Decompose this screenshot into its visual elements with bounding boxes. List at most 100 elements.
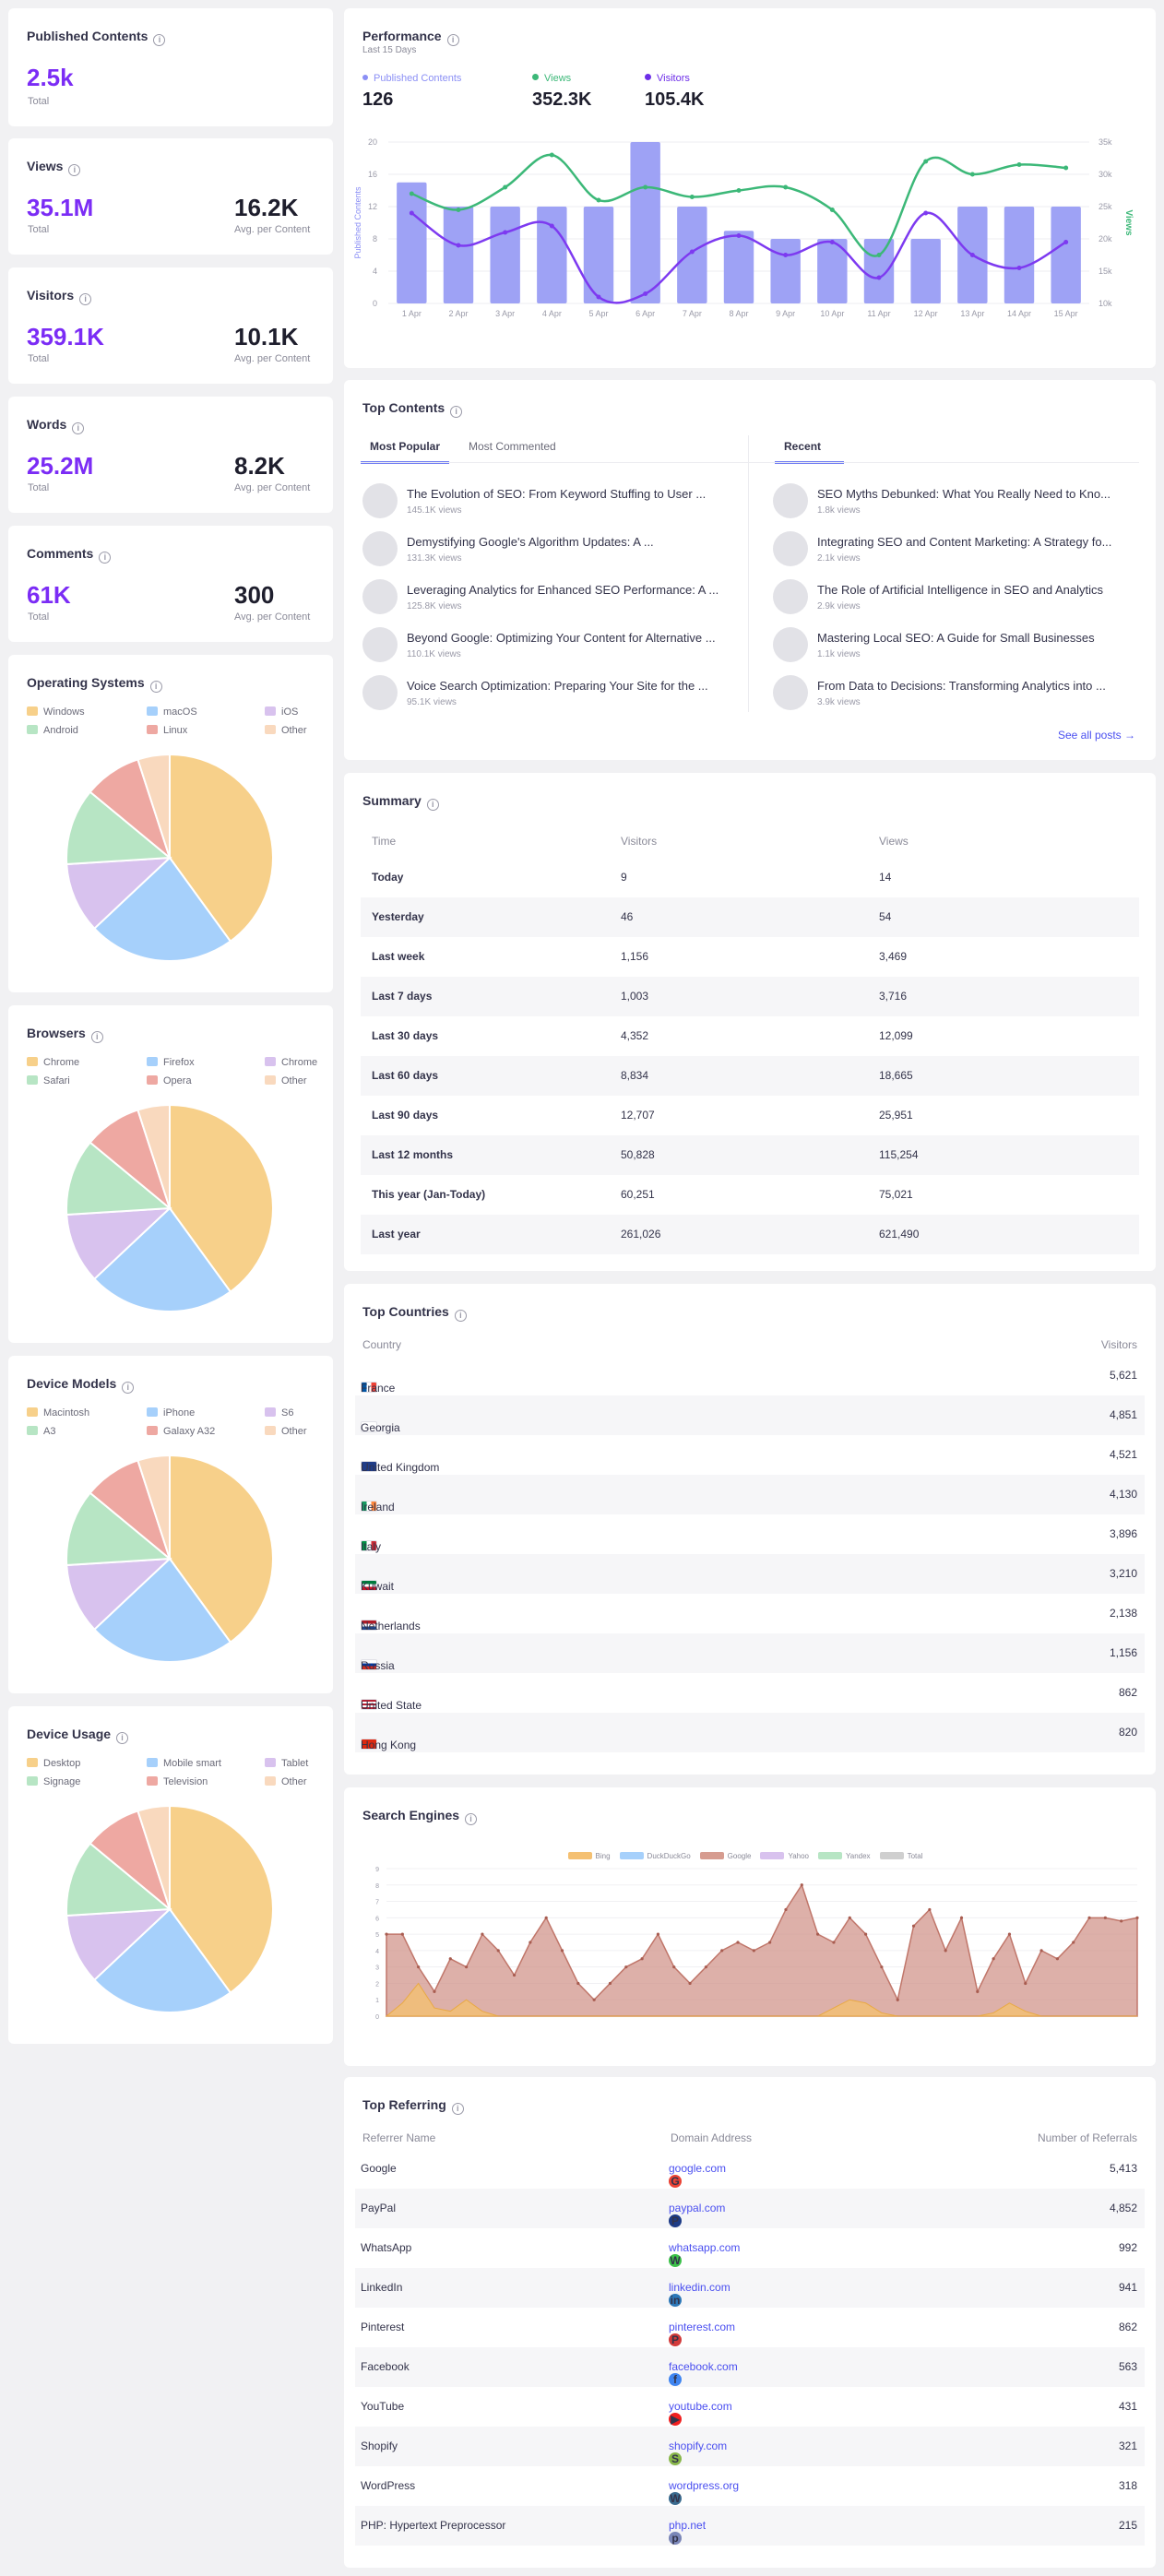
pie-chart[interactable] [8,1706,333,2044]
point-views[interactable] [596,197,601,203]
point-google[interactable] [704,1965,707,1969]
list-item[interactable]: Leveraging Analytics for Enhanced SEO Pe… [362,577,741,616]
point-google[interactable] [768,1941,772,1944]
bar-published-contents[interactable] [490,207,520,303]
point-google[interactable] [911,1924,916,1928]
list-item[interactable]: Integrating SEO and Content Marketing: A… [773,529,1146,568]
bar-published-contents[interactable] [1004,207,1035,303]
bar-published-contents[interactable] [537,207,567,303]
table-row[interactable]: Hong Kong 820 [355,1713,1145,1752]
point-google[interactable] [608,1981,612,1986]
col-header-referrer-name[interactable]: Referrer Name [362,2131,436,2144]
point-google[interactable] [848,1916,851,1919]
area-bing[interactable] [385,1982,1137,2017]
table-row[interactable]: United Kingdom 4,521 [355,1435,1145,1475]
point-google[interactable] [1007,1932,1012,1936]
legend-item[interactable]: macOS [147,706,197,718]
table-row[interactable]: Kuwait 3,210 [355,1554,1145,1594]
pie-slice[interactable] [92,856,232,962]
legend-item[interactable]: A3 [27,1426,55,1437]
point-google[interactable] [688,1981,692,1986]
legend-item[interactable]: Other [265,1776,307,1787]
point-google[interactable] [417,1965,421,1969]
bar-published-contents[interactable] [1051,207,1081,303]
info-icon[interactable]: i [149,681,162,693]
table-row[interactable]: PHP: Hypertext Preprocessor p php.net 215 [355,2506,1145,2546]
table-row[interactable]: YouTube ▶ youtube.com 431 [355,2387,1145,2427]
point-google[interactable] [959,1916,964,1919]
point-google[interactable] [1024,1981,1027,1986]
point-google[interactable] [1039,1949,1043,1953]
pie-slice[interactable] [65,1557,172,1632]
bar-published-contents[interactable] [443,207,474,303]
point-google[interactable] [529,1941,532,1944]
point-google[interactable] [448,1957,452,1961]
point-visitors[interactable] [689,249,695,255]
info-icon[interactable]: i [99,552,112,564]
search-engines-chart[interactable]: 0 1 2 3 4 5 6 7 8 9 [344,1787,1156,2066]
point-google[interactable] [624,1965,628,1969]
bar-published-contents[interactable] [397,182,427,303]
point-views[interactable] [969,172,975,177]
pie-chart[interactable] [8,1005,333,1343]
legend-item[interactable]: Yandex [818,1852,871,1860]
point-views[interactable] [456,208,461,212]
pie-slice[interactable] [169,1804,274,1995]
tab-most-commented[interactable]: Most Commented [469,440,556,453]
line-views[interactable] [410,153,1066,257]
point-views[interactable] [829,208,835,212]
info-icon[interactable]: i [68,164,81,176]
tab-recent[interactable]: Recent [775,440,845,464]
col-header-visitors[interactable]: Visitors [1100,1338,1137,1351]
point-views[interactable] [736,188,742,193]
point-visitors[interactable] [549,223,554,229]
point-google[interactable] [784,1907,788,1912]
point-visitors[interactable] [456,243,461,248]
info-icon[interactable]: i [90,1031,103,1043]
point-views[interactable] [503,184,508,190]
point-google[interactable] [1103,1916,1107,1919]
table-row[interactable]: LinkedIn in linkedin.com 941 [355,2268,1145,2308]
point-google[interactable] [544,1916,548,1919]
info-icon[interactable]: i [465,1813,478,1825]
pie-slice[interactable] [65,1206,172,1281]
info-icon[interactable]: i [426,799,439,811]
legend-item[interactable]: Total [879,1852,922,1860]
point-visitors[interactable] [736,233,742,238]
point-google[interactable] [512,1973,517,1977]
point-google[interactable] [800,1883,803,1887]
table-row[interactable]: Georgia 4,851 [355,1395,1145,1435]
legend-item[interactable]: Macintosh [27,1407,89,1419]
point-views[interactable] [409,191,414,196]
legend-item[interactable]: DuckDuckGo [619,1852,691,1860]
legend-published[interactable]: Published Contents [362,73,461,84]
pie-slice[interactable] [65,856,172,931]
info-icon[interactable]: i [116,1732,129,1744]
pie-slice[interactable] [169,1103,274,1294]
legend-item[interactable]: Chrome [265,1057,317,1068]
point-google[interactable] [863,1932,868,1936]
point-views[interactable] [549,152,554,158]
info-icon[interactable]: i [450,406,463,418]
table-row[interactable]: Italy 3,896 [355,1514,1145,1554]
table-row[interactable]: Netherlands 2,138 [355,1594,1145,1633]
pie-slice[interactable] [65,1907,172,1982]
info-icon[interactable]: i [122,1382,135,1394]
point-google[interactable] [496,1949,500,1953]
legend-item[interactable]: Desktop [27,1758,80,1769]
performance-chart[interactable]: 0 10k 4 15k 8 20k 12 25k 16 30k 20 35k Published Con… [344,8,1156,368]
point-google[interactable] [832,1941,836,1944]
pie-slice[interactable] [137,1103,171,1209]
list-item[interactable]: The Role of Artificial Intelligence in S… [773,577,1146,616]
point-google[interactable] [576,1981,580,1986]
legend-item[interactable]: Signage [27,1776,80,1787]
point-google[interactable] [736,1941,740,1944]
pie-slice[interactable] [92,1206,232,1312]
point-google[interactable] [592,1998,596,2001]
legend-views[interactable]: Views [532,73,571,84]
legend-item[interactable]: Windows [27,706,85,718]
